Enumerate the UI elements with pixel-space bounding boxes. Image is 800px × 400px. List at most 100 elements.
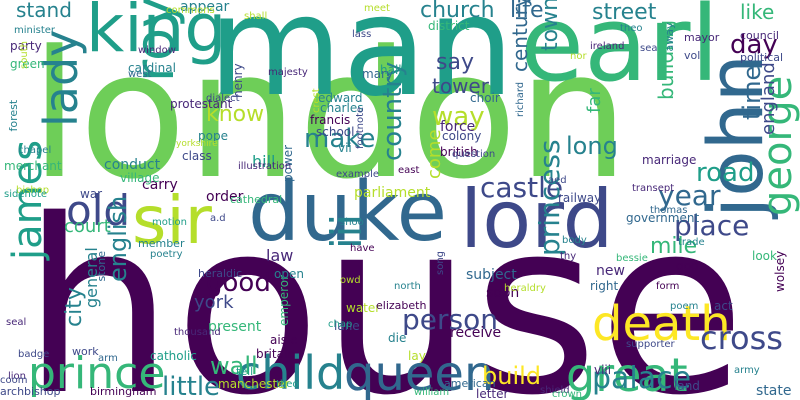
- word-way: way: [432, 102, 485, 132]
- word-state: state: [756, 383, 792, 399]
- word-know: know: [206, 102, 265, 127]
- word-town: town: [538, 0, 563, 51]
- word-road: road: [696, 158, 755, 188]
- word-lion: lion: [8, 371, 27, 382]
- word-council: council: [740, 29, 779, 42]
- word-coom: coom: [0, 375, 28, 386]
- word-war: war: [80, 187, 103, 201]
- word-london: london: [30, 13, 630, 218]
- word-king: king: [86, 0, 227, 67]
- word-dialect: dialect: [206, 93, 240, 104]
- word-conduct: conduct: [104, 157, 161, 173]
- word-castle: castle: [480, 171, 564, 204]
- word-richard: richard: [515, 81, 526, 117]
- word-minister: minister: [14, 25, 56, 36]
- word-trade: trade: [678, 237, 705, 248]
- word-good: good: [206, 268, 271, 298]
- word-transept: transept: [632, 183, 675, 194]
- word-receive: receive: [450, 325, 502, 341]
- word-ireland: ireland: [590, 41, 625, 52]
- word-mary: mary: [362, 67, 394, 81]
- word-have: have: [350, 243, 375, 254]
- word-manchester: manchester: [218, 377, 290, 391]
- word-prince: prince: [28, 348, 166, 399]
- word-bessie: bessie: [616, 253, 648, 264]
- word-merchant: merchant: [4, 159, 62, 173]
- word-poetry: poetry: [150, 249, 183, 260]
- word-queen: queen: [344, 346, 495, 400]
- word-a-d: a.d: [210, 213, 226, 224]
- word-vol: vol: [684, 49, 701, 62]
- word-england: england: [758, 62, 779, 135]
- word-badge: badge: [18, 349, 50, 360]
- word-letter: letter: [476, 387, 509, 400]
- word-mayor: mayor: [684, 31, 720, 44]
- word-death: death: [592, 296, 731, 352]
- word-meet: meet: [364, 3, 390, 14]
- word-chap: chap: [328, 319, 353, 330]
- word-political: political: [740, 51, 784, 64]
- word-house: house: [22, 168, 746, 400]
- word-life: life: [510, 0, 544, 23]
- word-form: form: [656, 281, 680, 292]
- word-yorkshire: yorkshire: [176, 139, 218, 149]
- word-crown: crown: [552, 389, 583, 400]
- word-person: person: [402, 303, 498, 336]
- word-new: new: [596, 263, 625, 279]
- word-railway: railway: [558, 191, 602, 205]
- word-school: school: [316, 125, 355, 139]
- word-duke: duke: [248, 165, 448, 260]
- word-britain: britain: [256, 347, 295, 361]
- word-right: right: [590, 279, 619, 293]
- word-army: army: [734, 365, 760, 376]
- word-hill: hill: [252, 152, 276, 171]
- word-illustration: illustration: [238, 161, 292, 172]
- word-look: look: [752, 249, 777, 263]
- word-chapel: chapel: [18, 145, 52, 156]
- word-cross: cross: [700, 319, 783, 357]
- word-emperor: emperor: [277, 274, 291, 326]
- word-vii: vii: [338, 141, 352, 155]
- word-american: american: [444, 377, 496, 390]
- word-lord: lord: [460, 173, 614, 266]
- word-aed: aed: [548, 175, 567, 186]
- word-land: land: [674, 379, 700, 393]
- word-lane: lane: [334, 319, 360, 333]
- word-work: work: [72, 345, 99, 358]
- word-birmingham: birmingham: [90, 385, 157, 398]
- word-far: far: [584, 88, 605, 113]
- word-supporter: supporter: [626, 339, 675, 350]
- word-cardinal: cardinal: [128, 61, 176, 75]
- word-tower: tower: [432, 74, 489, 98]
- word-member: member: [138, 237, 185, 250]
- word-law: law: [266, 246, 294, 265]
- word-poem: poem: [670, 301, 699, 312]
- word-year: year: [658, 179, 721, 212]
- word-shield: shield: [540, 385, 570, 396]
- word-heraldry: heraldry: [504, 283, 546, 294]
- word-place: place: [674, 209, 750, 242]
- word-british: british: [440, 145, 478, 159]
- word-subject: subject: [466, 267, 517, 283]
- word-away: away: [663, 22, 676, 52]
- word-elizabeth: elizabeth: [376, 299, 427, 312]
- word-parliament: parliament: [354, 185, 431, 201]
- word-francis: francis: [310, 113, 351, 127]
- word-example: example: [336, 169, 380, 180]
- word-footnote: footnote: [355, 106, 366, 149]
- word-cathedral: cathedral: [230, 193, 283, 206]
- word-protestant: protestant: [170, 97, 233, 111]
- word-village: village: [120, 171, 160, 185]
- word-make: make: [304, 124, 376, 154]
- word-viii: viii: [594, 363, 612, 377]
- word-william: william: [414, 387, 450, 398]
- word-great: great: [566, 348, 688, 400]
- word-charles: charles: [320, 101, 364, 115]
- word-thomas: thomas: [650, 205, 688, 216]
- word-crest: crest: [311, 88, 322, 113]
- word-carry: carry: [142, 177, 178, 193]
- word-thy: thy: [560, 251, 577, 262]
- word-question: question: [452, 149, 496, 160]
- word-district: district: [428, 19, 470, 33]
- word-york: york: [194, 292, 234, 313]
